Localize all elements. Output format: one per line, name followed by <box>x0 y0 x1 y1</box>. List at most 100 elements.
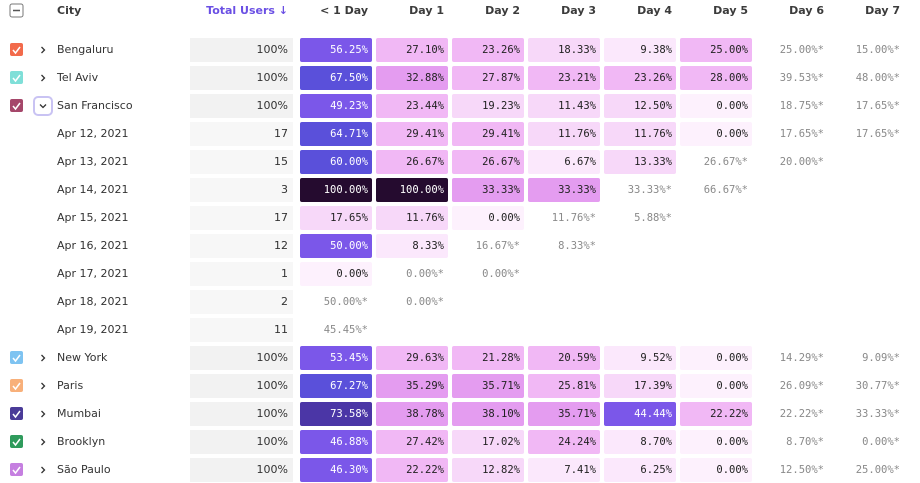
retention-cell <box>300 122 372 146</box>
column-header[interactable]: < 1 Day <box>320 4 368 17</box>
retention-value: 26.09%* <box>780 380 824 392</box>
chevron-right[interactable] <box>41 438 46 446</box>
retention-value: 25.81% <box>558 380 597 392</box>
row-checkbox[interactable] <box>10 43 23 56</box>
row-checkbox[interactable] <box>10 71 23 84</box>
column-header[interactable]: Day 1 <box>409 4 444 17</box>
chevron-right[interactable] <box>41 46 46 54</box>
retention-cell <box>528 430 600 454</box>
retention-cell <box>452 66 524 90</box>
retention-value: 38.10% <box>482 408 521 420</box>
retention-cell <box>604 402 676 426</box>
column-header[interactable]: Total Users ↓ <box>206 4 288 17</box>
retention-value: 38.78% <box>406 408 445 420</box>
retention-cell <box>452 178 524 202</box>
column-header[interactable]: Day 4 <box>637 4 672 17</box>
column-header[interactable]: Day 5 <box>713 4 748 17</box>
retention-cell <box>604 458 676 482</box>
total-users-cell <box>190 290 293 314</box>
retention-value: 60.00% <box>330 156 369 168</box>
retention-value: 11.76% <box>558 128 597 140</box>
column-header[interactable]: Day 2 <box>485 4 520 17</box>
chevron-right[interactable] <box>41 74 46 82</box>
check-mark <box>12 382 21 391</box>
retention-cell <box>680 374 752 398</box>
retention-value: 29.41% <box>406 128 445 140</box>
city-label: Mumbai <box>57 407 101 420</box>
column-header[interactable]: City <box>57 4 81 17</box>
retention-value: 73.58% <box>330 408 369 420</box>
total-users-cell <box>190 262 293 286</box>
retention-value: 11.76% <box>406 212 445 224</box>
row-checkbox[interactable] <box>10 99 23 112</box>
retention-value: 20.59% <box>558 352 597 364</box>
date-label: Apr 17, 2021 <box>57 267 129 280</box>
retention-value: 56.25% <box>330 44 369 56</box>
chevron-right[interactable] <box>41 410 46 418</box>
retention-value: 0.00% <box>716 436 748 448</box>
retention-value: 21.28% <box>482 352 521 364</box>
total-users-cell <box>190 206 293 230</box>
retention-cell <box>528 94 600 118</box>
retention-value: 100.00% <box>400 184 445 196</box>
retention-cell <box>528 374 600 398</box>
total-users: 100% <box>257 351 288 364</box>
retention-cell <box>300 402 372 426</box>
retention-value: 23.26% <box>482 44 521 56</box>
chevron-right[interactable] <box>41 382 46 390</box>
retention-value: 0.00%* <box>406 296 444 308</box>
retention-value: 17.65%* <box>856 100 900 112</box>
retention-cell <box>300 234 372 258</box>
retention-cell <box>376 150 448 174</box>
retention-value: 13.33% <box>634 156 673 168</box>
total-users-cell <box>190 318 293 342</box>
retention-cell <box>680 122 752 146</box>
check-mark <box>12 438 21 447</box>
row-checkbox[interactable] <box>10 435 23 448</box>
total-users: 100% <box>257 407 288 420</box>
chevron-right[interactable] <box>41 466 46 474</box>
total-users-cell <box>190 458 293 482</box>
retention-cell <box>680 66 752 90</box>
date-label: Apr 19, 2021 <box>57 323 129 336</box>
retention-value: 12.82% <box>482 464 521 476</box>
retention-cell <box>452 430 524 454</box>
retention-cell <box>604 374 676 398</box>
retention-value: 25.00% <box>710 44 749 56</box>
column-header[interactable]: Day 7 <box>865 4 900 17</box>
retention-value: 17.65% <box>330 212 369 224</box>
date-label: Apr 12, 2021 <box>57 127 129 140</box>
retention-value: 22.22%* <box>780 408 824 420</box>
total-users-cell <box>190 94 293 118</box>
retention-value: 44.44% <box>634 408 673 420</box>
row-checkbox[interactable] <box>10 463 23 476</box>
retention-value: 0.00%* <box>862 436 900 448</box>
retention-cell <box>528 346 600 370</box>
row-checkbox[interactable] <box>10 379 23 392</box>
retention-cell <box>604 94 676 118</box>
retention-value: 64.71% <box>330 128 369 140</box>
retention-cell <box>528 66 600 90</box>
date-label: Apr 14, 2021 <box>57 183 129 196</box>
retention-cell <box>376 458 448 482</box>
check-mark <box>12 410 21 419</box>
row-checkbox[interactable] <box>10 407 23 420</box>
retention-value: 27.87% <box>482 72 521 84</box>
retention-value: 35.71% <box>558 408 597 420</box>
chevron-right[interactable] <box>41 354 46 362</box>
date-label: Apr 18, 2021 <box>57 295 129 308</box>
retention-value: 12.50% <box>634 100 673 112</box>
column-header[interactable]: Day 3 <box>561 4 596 17</box>
retention-value: 33.33% <box>558 184 597 196</box>
retention-value: 67.27% <box>330 380 369 392</box>
retention-value: 0.00%* <box>482 268 520 280</box>
retention-value: 50.00%* <box>324 296 368 308</box>
column-header[interactable]: Day 6 <box>789 4 824 17</box>
retention-value: 22.22% <box>710 408 749 420</box>
retention-cell <box>300 38 372 62</box>
retention-value: 100.00% <box>324 184 369 196</box>
retention-cell <box>376 402 448 426</box>
retention-cell <box>604 66 676 90</box>
expand-toggle-focus[interactable] <box>33 96 53 116</box>
row-checkbox[interactable] <box>10 351 23 364</box>
